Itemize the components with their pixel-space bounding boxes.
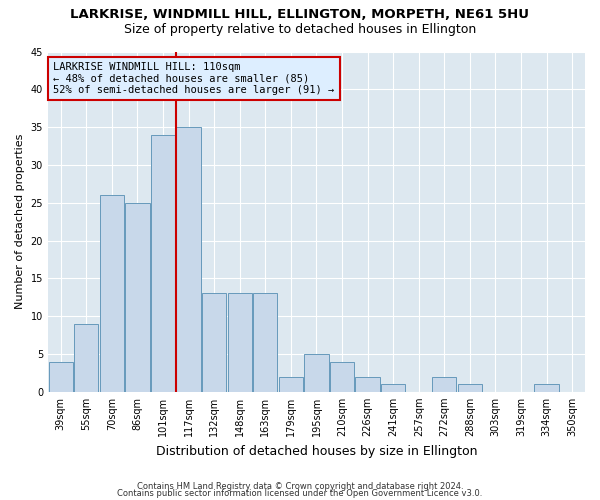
Text: LARKRISE, WINDMILL HILL, ELLINGTON, MORPETH, NE61 5HU: LARKRISE, WINDMILL HILL, ELLINGTON, MORP… (71, 8, 530, 20)
Bar (279, 376, 303, 392)
Bar (100, 195, 124, 392)
Bar (202, 294, 226, 392)
Bar (304, 354, 329, 392)
Bar (125, 202, 149, 392)
Bar (458, 384, 482, 392)
Bar (151, 134, 175, 392)
Text: LARKRISE WINDMILL HILL: 110sqm
← 48% of detached houses are smaller (85)
52% of : LARKRISE WINDMILL HILL: 110sqm ← 48% of … (53, 62, 335, 95)
Bar (227, 294, 252, 392)
Bar (330, 362, 354, 392)
Bar (432, 376, 457, 392)
Text: Size of property relative to detached houses in Ellington: Size of property relative to detached ho… (124, 22, 476, 36)
Bar (381, 384, 406, 392)
Text: Contains HM Land Registry data © Crown copyright and database right 2024.: Contains HM Land Registry data © Crown c… (137, 482, 463, 491)
Bar (49, 362, 73, 392)
Bar (74, 324, 98, 392)
Bar (253, 294, 277, 392)
X-axis label: Distribution of detached houses by size in Ellington: Distribution of detached houses by size … (156, 444, 477, 458)
Bar (355, 376, 380, 392)
Bar (176, 127, 201, 392)
Y-axis label: Number of detached properties: Number of detached properties (15, 134, 25, 310)
Text: Contains public sector information licensed under the Open Government Licence v3: Contains public sector information licen… (118, 490, 482, 498)
Bar (535, 384, 559, 392)
